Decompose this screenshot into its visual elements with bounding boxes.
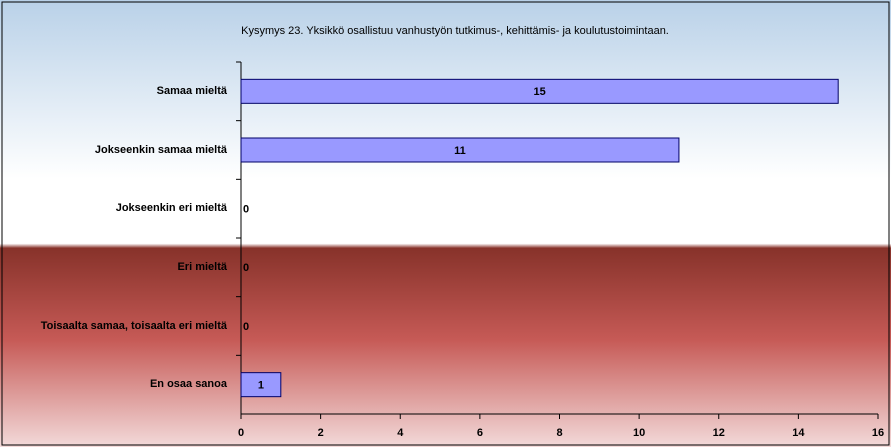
- x-tick-label: 14: [792, 427, 805, 439]
- x-tick-label: 6: [477, 427, 483, 439]
- chart-title: Kysymys 23. Yksikkö osallistuu vanhustyö…: [241, 25, 669, 37]
- category-text: Toisaalta samaa, toisaalta eri mieltä: [40, 319, 227, 332]
- x-tick-label: 10: [633, 427, 645, 439]
- category-text: Jokseenkin samaa mieltä: [94, 143, 227, 156]
- y-tick-label: Eri mieltä: [2, 247, 227, 287]
- data-label: 0: [243, 204, 249, 216]
- x-tick-label: 4: [397, 427, 404, 439]
- y-tick-label: Jokseenkin eri mieltä: [2, 189, 227, 229]
- y-tick-label: Samaa mieltä: [2, 71, 227, 111]
- category-text: Samaa mieltä: [156, 84, 227, 97]
- x-tick-label: 8: [556, 427, 562, 439]
- y-tick-label: En osaa sanoa: [2, 365, 227, 405]
- y-tick-label: Jokseenkin samaa mieltä: [2, 130, 227, 170]
- bar: [240, 78, 839, 104]
- bar: [240, 372, 282, 398]
- data-label: 15: [533, 86, 545, 98]
- x-tick-label: 0: [238, 427, 244, 439]
- bar: [240, 137, 680, 163]
- x-tick-label: 12: [713, 427, 725, 439]
- data-label: 0: [243, 262, 249, 274]
- y-tick-label: Toisaalta samaa, toisaalta eri mieltä: [2, 306, 227, 346]
- category-text: Jokseenkin eri mieltä: [115, 202, 227, 215]
- data-label: 1: [258, 380, 264, 392]
- category-text: En osaa sanoa: [149, 378, 227, 391]
- data-label: 11: [454, 145, 466, 157]
- data-label: 0: [243, 321, 249, 333]
- category-text: Eri mieltä: [177, 260, 227, 273]
- x-tick-label: 16: [872, 427, 884, 439]
- x-tick-label: 2: [318, 427, 324, 439]
